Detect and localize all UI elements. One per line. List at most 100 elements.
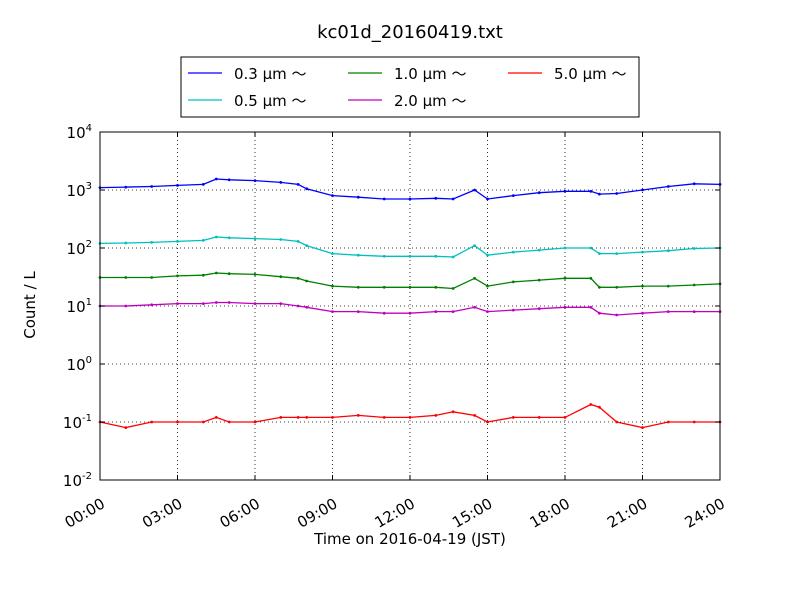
series-point (124, 241, 128, 245)
series-point (511, 194, 515, 198)
series-point (201, 183, 205, 186)
series-point (408, 416, 412, 419)
y-tick-label: 104 (67, 123, 92, 142)
series-point (537, 416, 541, 419)
series-point (296, 183, 300, 186)
series-point (296, 240, 300, 243)
series-point (331, 252, 334, 256)
series-point (305, 305, 309, 309)
series-point (408, 311, 412, 315)
series-point (451, 310, 455, 313)
legend-label: 0.5 μm ～ (234, 92, 307, 110)
x-axis-label: Time on 2016-04-19 (JST) (313, 530, 506, 548)
series-point (382, 197, 386, 201)
series-point (451, 197, 455, 201)
series-point (279, 275, 283, 279)
series-point (486, 310, 489, 313)
series-point (473, 188, 476, 192)
chart-title: kc01d_20160419.txt (317, 22, 503, 43)
series-point (296, 276, 300, 280)
series-point (692, 420, 696, 424)
series-point (227, 178, 231, 182)
y-tick-label: 103 (67, 181, 92, 200)
series-point (201, 273, 205, 277)
series-point (356, 195, 360, 199)
legend-label: 2.0 μm ～ (394, 92, 467, 110)
series-point (176, 302, 179, 305)
series-point (473, 276, 476, 280)
series-point (589, 305, 593, 309)
series-point (589, 403, 593, 406)
series-point (486, 284, 489, 288)
x-tick-label: 21:00 (604, 495, 650, 532)
x-tick-label: 09:00 (294, 495, 340, 532)
series-point (615, 285, 619, 289)
series-point (279, 302, 283, 305)
y-tick-label: 10-2 (63, 471, 92, 490)
series-point (451, 255, 455, 259)
legend-label: 5.0 μm ～ (554, 65, 627, 83)
series-point (214, 177, 218, 181)
series-point (563, 305, 567, 309)
series-point (356, 310, 360, 313)
series-point (296, 416, 300, 419)
series-point (486, 420, 489, 424)
y-axis-label: Count / L (21, 271, 39, 339)
series-point (176, 184, 179, 187)
series-point (382, 254, 386, 258)
series-point (473, 414, 476, 417)
series-point (356, 414, 360, 417)
series-point (124, 185, 128, 189)
series-point (124, 304, 128, 308)
legend: 0.3 μm ～ 0.5 μm ～ 1.0 μm ～ 2.0 μm ～ 5.0 μm ～ (180, 56, 640, 118)
series-point (279, 416, 283, 419)
series-point (692, 182, 696, 186)
series-point (331, 194, 334, 198)
series-point (305, 187, 309, 191)
series-point (434, 310, 438, 313)
y-tick-label: 100 (67, 355, 92, 374)
series-point (692, 247, 696, 250)
series-point (641, 311, 644, 315)
series-point (305, 244, 309, 248)
series-point (382, 416, 386, 419)
series-point (615, 192, 619, 195)
series-point (598, 192, 601, 196)
series-point (214, 235, 218, 239)
series-point (296, 304, 300, 308)
series-point (589, 246, 593, 250)
series-point (598, 311, 601, 315)
series-layer (98, 177, 722, 429)
x-tick-label: 12:00 (372, 495, 418, 532)
series-point (434, 196, 438, 200)
legend-label: 1.0 μm ～ (394, 65, 467, 83)
series-point (356, 253, 360, 257)
series-point (615, 252, 619, 256)
x-tick-label: 15:00 (449, 495, 495, 532)
series-point (356, 285, 360, 289)
series-point (563, 246, 567, 250)
series-point (537, 307, 541, 311)
series-point (176, 420, 179, 424)
x-tick-label: 06:00 (217, 495, 263, 532)
series-point (563, 416, 567, 419)
series-point (253, 302, 257, 305)
series-point (666, 310, 670, 313)
legend-box (180, 56, 640, 118)
series-point (511, 250, 515, 254)
x-tick-label: 00:00 (62, 495, 108, 532)
series-point (615, 420, 619, 424)
series-point (227, 301, 231, 304)
series-point (563, 189, 567, 193)
series-point (124, 426, 128, 429)
series-point (692, 310, 696, 313)
series-point (641, 188, 644, 192)
series-point (589, 276, 593, 280)
x-tick-label: 03:00 (139, 495, 185, 532)
x-tick-label: 18:00 (527, 495, 573, 532)
series-point (305, 279, 309, 283)
series-point (692, 283, 696, 287)
series-point (473, 305, 476, 309)
series-point (305, 416, 309, 419)
